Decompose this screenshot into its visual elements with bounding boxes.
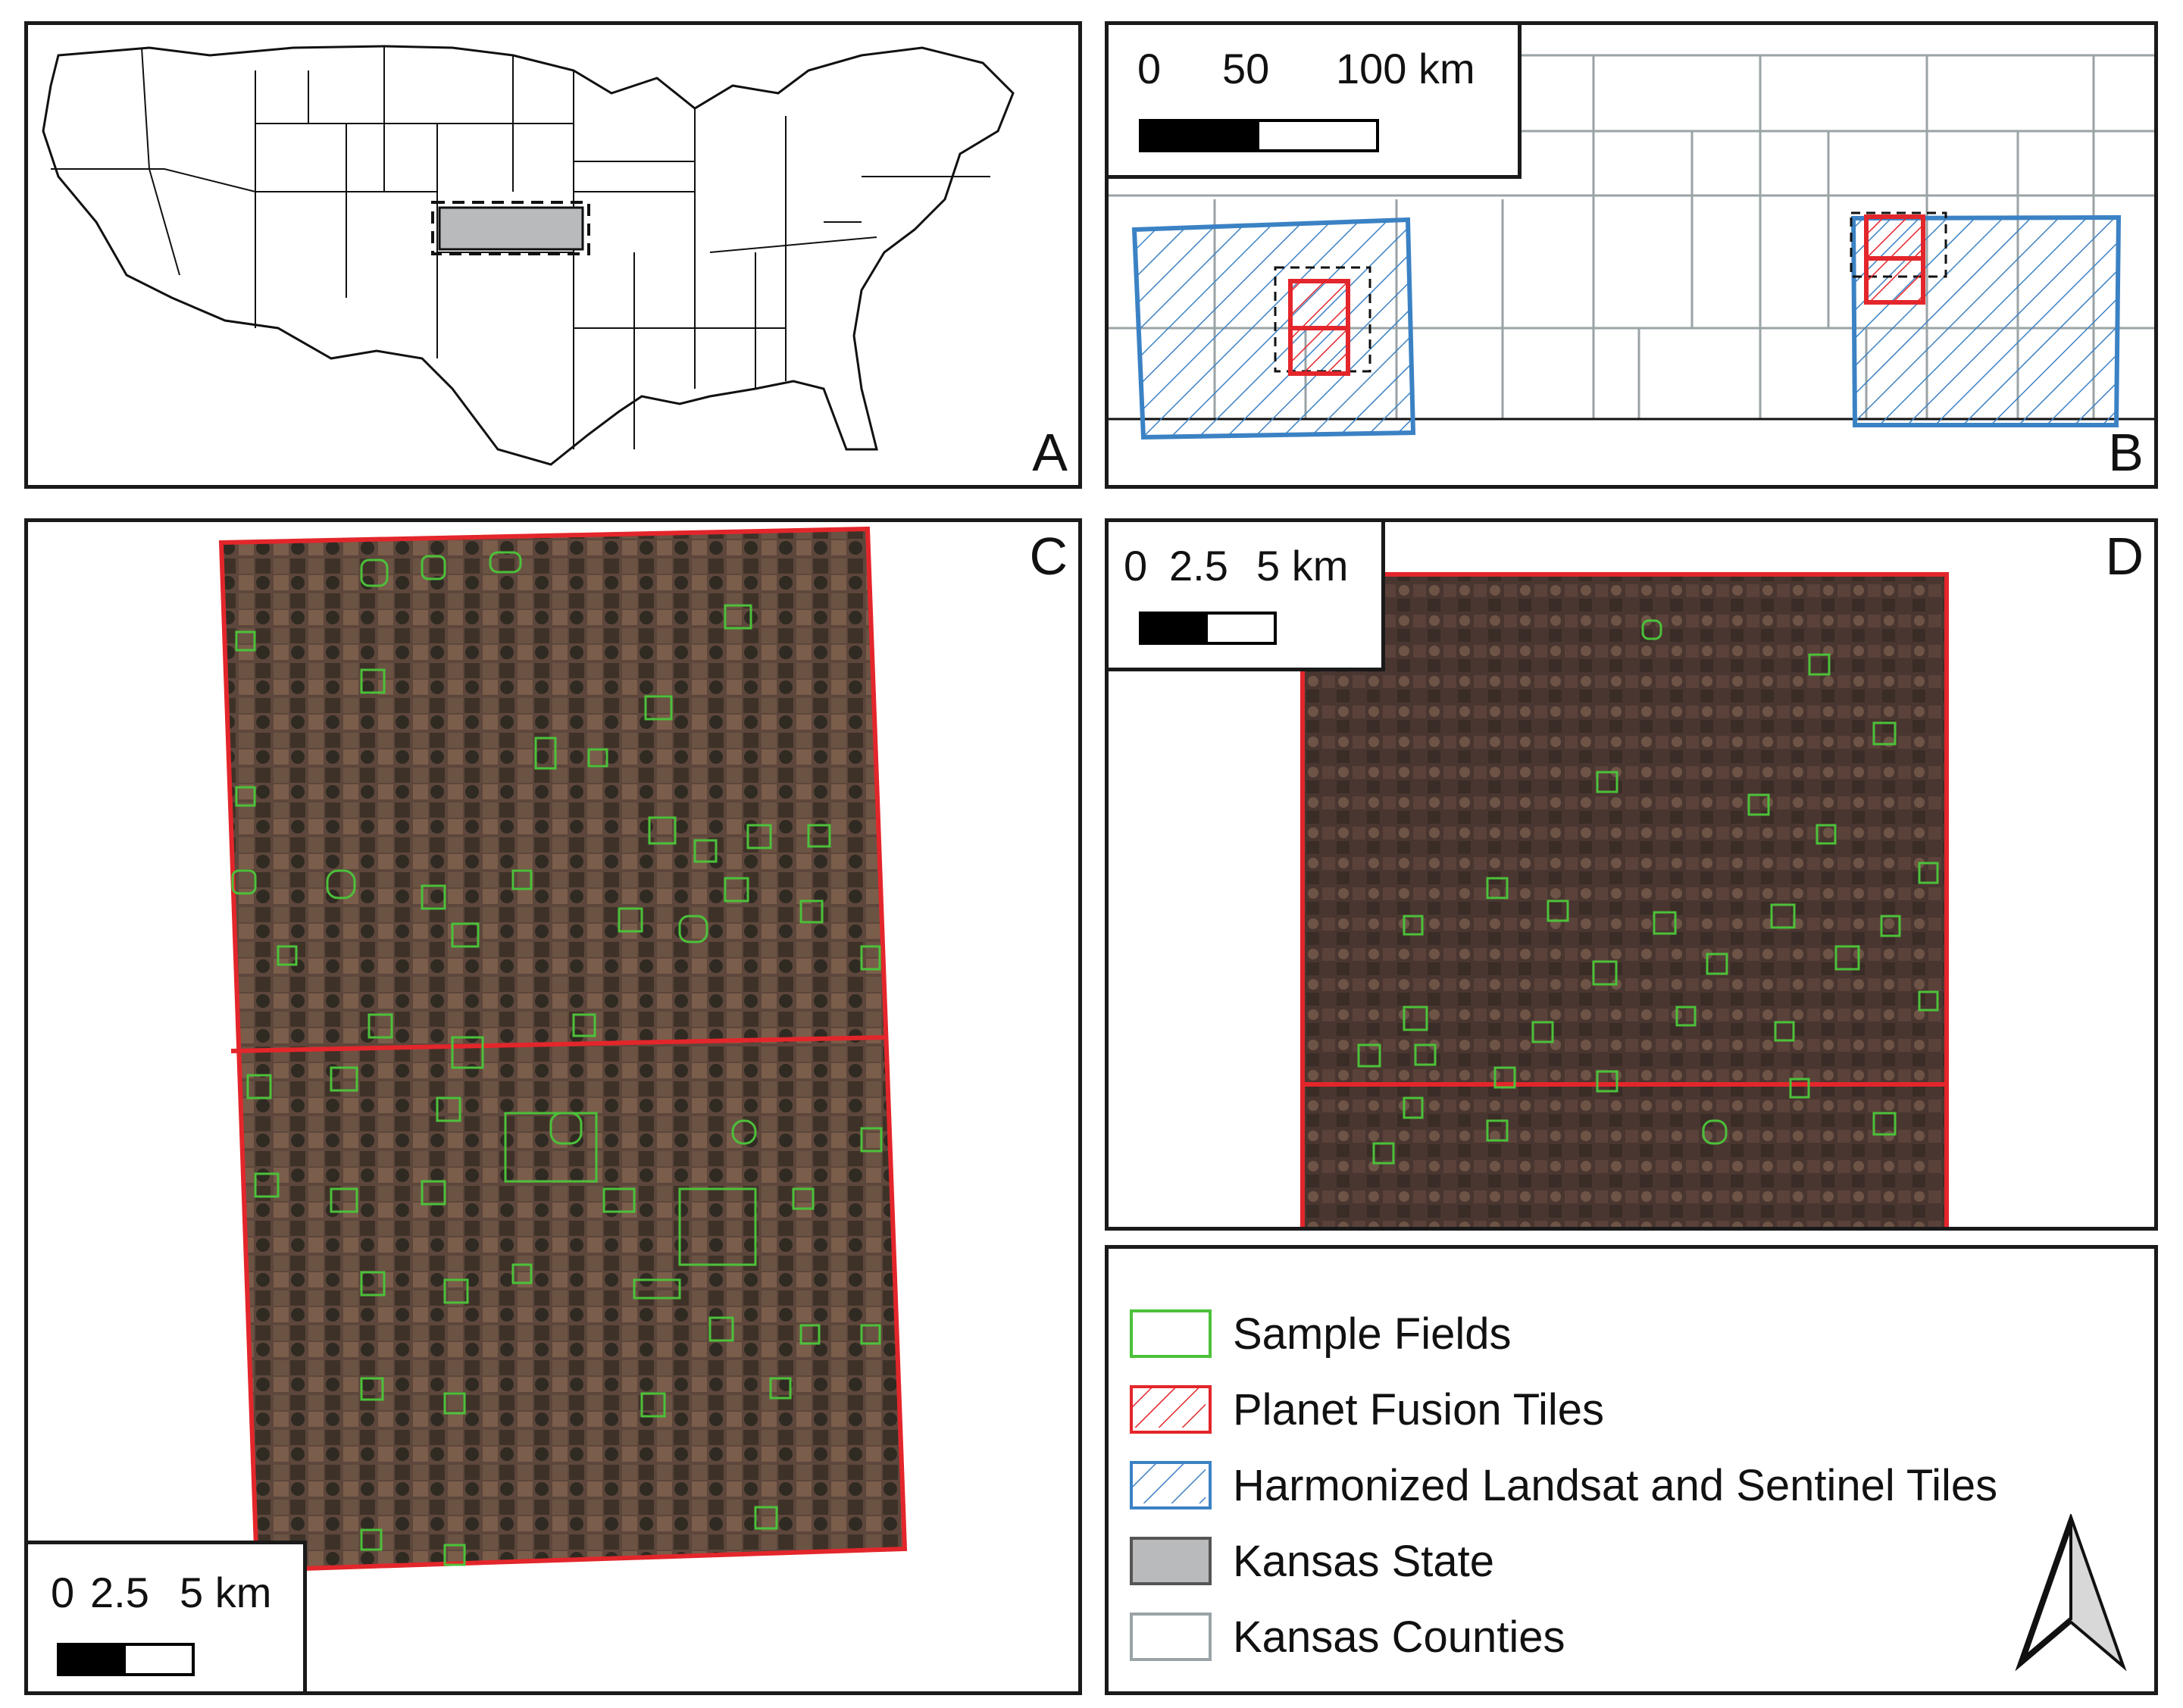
planet-tiles-west: [1288, 279, 1350, 376]
scalebar-b-tick-2: 100 km: [1336, 45, 1475, 92]
scalebar-d-tick-2: 5 km: [1256, 542, 1349, 590]
us-map: [42, 45, 1015, 466]
legend-item-kansas-counties: Kansas Counties: [1130, 1612, 1565, 1662]
legend-item-sample-fields: Sample Fields: [1130, 1309, 1512, 1359]
imagery-map-d: [1300, 572, 1949, 1227]
kansas-state-shape: [438, 206, 584, 251]
scalebar-c-tick-0: 0: [51, 1569, 75, 1616]
legend-label: Planet Fusion Tiles: [1233, 1384, 1605, 1434]
panel-b-kansas-map: 0 50 100 km B: [1105, 21, 2158, 489]
scalebar-c-tick-2: 5 km: [180, 1569, 272, 1616]
scalebar-c: 0 2.5 5 km: [28, 1541, 307, 1691]
legend-item-kansas-state: Kansas State: [1130, 1536, 1494, 1586]
scalebar-b-tick-1: 50: [1222, 45, 1270, 92]
planet-tiles-swatch: [1130, 1385, 1212, 1434]
legend-item-planet-tiles: Planet Fusion Tiles: [1130, 1385, 1604, 1434]
panel-label-d: D: [2105, 527, 2144, 586]
legend-item-hls-tiles: Harmonized Landsat and Sentinel Tiles: [1130, 1460, 1998, 1510]
panel-a-us-map: A: [24, 21, 1082, 489]
planet-tiles-east: [1864, 214, 1925, 305]
planet-tile-imagery-d: [1300, 572, 1949, 1227]
scalebar-d: 0 2.5 5 km: [1109, 522, 1385, 671]
kansas-state-swatch: [1130, 1537, 1212, 1585]
scalebar-c-tick-1: 2.5: [90, 1569, 149, 1616]
panel-label-c: C: [1029, 527, 1068, 586]
imagery-map-c: [218, 526, 908, 1573]
scalebar-c-bar: [57, 1643, 195, 1676]
kansas-county-map: [1109, 54, 2154, 440]
legend-label: Kansas Counties: [1233, 1612, 1565, 1662]
panel-d-imagery: D 0 2.5 5 km: [1105, 518, 2158, 1231]
sample-fields-d: [1357, 619, 1939, 1165]
north-arrow-icon: [2015, 1514, 2127, 1672]
scalebar-b: 0 50 100 km: [1109, 25, 1522, 179]
scalebar-b-bar: [1139, 119, 1379, 152]
hls-tile-west: [1131, 217, 1416, 440]
legend-panel: Sample Fields Planet Fusion Tiles Harmon…: [1105, 1245, 2158, 1695]
scalebar-b-tick-0: 0: [1137, 45, 1162, 92]
panel-label-a: A: [1032, 423, 1068, 482]
hls-tiles-swatch: [1130, 1461, 1212, 1509]
study-area-extent: [431, 201, 590, 255]
tile-boundary-c: [230, 1035, 886, 1053]
panel-c-imagery: C 0 2.5 5 km: [24, 518, 1082, 1695]
scalebar-d-tick-0: 0: [1124, 542, 1148, 590]
planet-tile-imagery-c: [218, 526, 908, 1573]
scalebar-d-tick-1: 2.5: [1169, 542, 1228, 590]
legend-label: Kansas State: [1233, 1536, 1494, 1586]
scalebar-d-bar: [1139, 612, 1277, 645]
sample-fields-c: [231, 551, 883, 1566]
sample-fields-swatch: [1130, 1309, 1212, 1358]
panel-label-b: B: [2108, 423, 2144, 482]
kansas-counties-swatch: [1130, 1613, 1212, 1661]
legend-label: Sample Fields: [1233, 1309, 1512, 1359]
legend-label: Harmonized Landsat and Sentinel Tiles: [1233, 1460, 1998, 1510]
